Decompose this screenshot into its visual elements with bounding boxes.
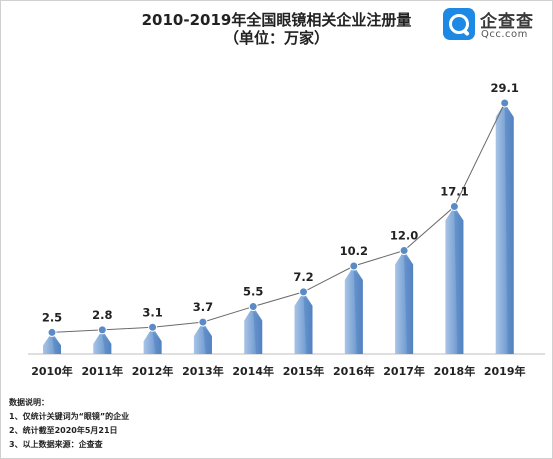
note-item: 3、以上数据来源：企查查 bbox=[9, 440, 103, 449]
magnifier-logo-icon bbox=[443, 8, 475, 40]
line-marker bbox=[248, 302, 258, 312]
bar-facet bbox=[202, 326, 212, 354]
line-marker bbox=[47, 327, 57, 337]
x-tick-label: 2017年 bbox=[383, 364, 425, 378]
bar-facet bbox=[353, 270, 363, 354]
line-marker bbox=[399, 245, 409, 255]
chart-title: 2010-2019年全国眼镜相关企业注册量 bbox=[141, 11, 412, 29]
brand-domain: Qcc.com bbox=[481, 29, 528, 40]
x-tick-label: 2012年 bbox=[132, 364, 174, 378]
line-marker bbox=[349, 261, 359, 271]
line-marker bbox=[449, 202, 459, 212]
data-label: 17.1 bbox=[440, 185, 468, 199]
bar-facet bbox=[253, 310, 263, 354]
data-label: 12.0 bbox=[390, 228, 418, 242]
brand-name: 企查查 bbox=[480, 12, 534, 32]
bar-facet bbox=[152, 331, 162, 354]
data-label: 10.2 bbox=[340, 244, 368, 258]
x-tick-label: 2018年 bbox=[434, 364, 476, 378]
trend-line bbox=[51, 102, 506, 333]
data-label: 29.1 bbox=[491, 81, 519, 95]
bar-facet bbox=[504, 107, 514, 354]
data-label: 2.8 bbox=[92, 308, 112, 322]
x-tick-label: 2014年 bbox=[232, 364, 274, 378]
data-label: 3.7 bbox=[193, 300, 213, 314]
line-marker bbox=[198, 317, 208, 327]
bar-facet bbox=[303, 295, 313, 354]
bar-facet bbox=[102, 333, 112, 354]
note-item: 1、仅统计关键词为“眼镜”的企业 bbox=[9, 412, 130, 421]
x-tick-label: 2011年 bbox=[81, 364, 123, 378]
x-tick-label: 2016年 bbox=[333, 364, 375, 378]
line-marker bbox=[97, 325, 107, 335]
line-marker bbox=[148, 322, 158, 332]
x-tick-label: 2019年 bbox=[484, 364, 526, 378]
chart-unit: （单位：万家） bbox=[223, 29, 329, 47]
line-marker bbox=[500, 98, 510, 108]
bar-facet bbox=[454, 210, 464, 354]
x-tick-label: 2013年 bbox=[182, 364, 224, 378]
data-label: 2.5 bbox=[42, 310, 62, 324]
note-item: 2、统计截至2020年5月21日 bbox=[9, 426, 118, 435]
x-tick-label: 2010年 bbox=[31, 364, 73, 378]
data-label: 7.2 bbox=[293, 270, 313, 284]
bar-facet bbox=[52, 336, 61, 354]
x-tick-label: 2015年 bbox=[283, 364, 325, 378]
data-label: 3.1 bbox=[142, 305, 162, 319]
line-marker bbox=[299, 287, 308, 297]
bar-facet bbox=[404, 254, 414, 354]
data-label: 5.5 bbox=[243, 285, 263, 299]
notes-heading: 数据说明： bbox=[9, 398, 49, 407]
